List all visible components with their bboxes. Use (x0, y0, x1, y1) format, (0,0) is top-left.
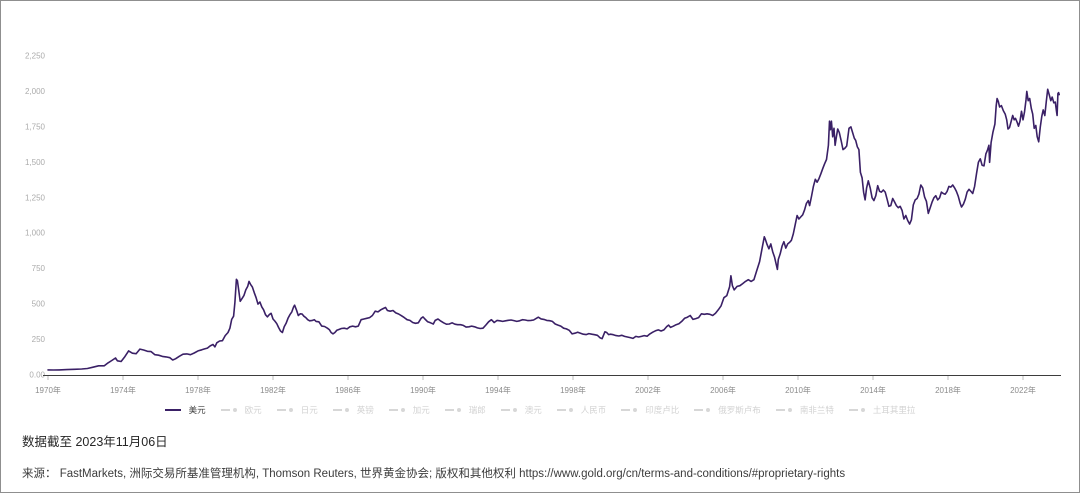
y-axis-tick-label: 1,750 (25, 122, 46, 131)
inactive-series-line-icon (621, 408, 638, 412)
x-axis-tick-label: 2018年 (935, 385, 961, 395)
inactive-series-line-icon (848, 408, 865, 412)
legend-item-label: 印度卢比 (645, 405, 680, 415)
legend-item-澳元[interactable]: 澳元 (500, 403, 542, 417)
legend-item-label: 澳元 (524, 405, 542, 415)
inactive-series-line-icon (444, 408, 461, 412)
legend-item-label: 南非兰特 (799, 405, 834, 415)
inactive-series-line-icon (775, 408, 792, 412)
x-axis-tick-label: 1998年 (560, 385, 586, 395)
y-axis-tick-label: 1,250 (25, 193, 46, 202)
x-axis-tick-label: 1990年 (410, 385, 436, 395)
legend-item-label: 加元 (412, 405, 430, 415)
x-axis-tick-label: 2022年 (1010, 385, 1036, 395)
legend-item-label: 美元 (188, 405, 206, 415)
x-axis-tick-label: 2010年 (785, 385, 811, 395)
inactive-series-line-icon (220, 408, 237, 412)
price-line-usd (47, 88, 1060, 371)
y-axis-tick-label: 1,000 (25, 229, 46, 238)
price-chart: 2,250 2,000 1,750 1,500 1,250 1,000 750 500 250 0… (25, 52, 1061, 395)
y-axis-tick-label: 0.00 (29, 371, 45, 380)
chart-legend: 美元 欧元 日元 英镑 加元 瑞郎 澳元 人民币 印度卢比 俄罗斯卢布 南非兰特 土耳其里拉 (1, 403, 1079, 417)
legend-item-日元[interactable]: 日元 (276, 403, 318, 417)
legend-item-label: 欧元 (244, 405, 262, 415)
legend-item-土耳其里拉[interactable]: 土耳其里拉 (848, 403, 916, 417)
source-attribution-text: 来源： FastMarkets, 洲际交易所基准管理机构, Thomson Re… (22, 468, 846, 480)
legend-item-印度卢比[interactable]: 印度卢比 (621, 403, 679, 417)
y-axis-tick-label: 500 (32, 300, 46, 309)
data-as-of-text: 数据截至 2023年11月06日 (22, 435, 168, 449)
y-axis-tick-label: 250 (32, 335, 46, 344)
x-axis-tick-label: 2006年 (710, 385, 736, 395)
x-axis-tick-label: 2014年 (860, 385, 886, 395)
inactive-series-line-icon (388, 408, 405, 412)
legend-item-瑞郎[interactable]: 瑞郎 (444, 403, 486, 417)
x-axis-tick-label: 1986年 (335, 385, 361, 395)
legend-item-人民币[interactable]: 人民币 (556, 403, 607, 417)
x-axis-tick-label: 1994年 (485, 385, 511, 395)
inactive-series-line-icon (694, 408, 711, 412)
legend-item-label: 瑞郎 (468, 405, 486, 415)
x-axis-tick-label: 1974年 (110, 385, 136, 395)
legend-item-俄罗斯卢布[interactable]: 俄罗斯卢布 (694, 403, 761, 417)
x-axis-tick-label: 2002年 (635, 385, 661, 395)
inactive-series-line-icon (500, 408, 517, 412)
legend-item-美元[interactable]: 美元 (164, 403, 206, 417)
legend-item-label: 土耳其里拉 (872, 405, 916, 415)
legend-item-南非兰特[interactable]: 南非兰特 (775, 403, 834, 417)
legend-item-label: 人民币 (580, 405, 607, 415)
x-axis-tick-label: 1970年 (35, 385, 61, 395)
y-axis-tick-label: 750 (32, 264, 46, 273)
legend-item-label: 俄罗斯卢布 (718, 405, 761, 415)
legend-item-欧元[interactable]: 欧元 (220, 403, 262, 417)
y-axis-tick-label: 2,250 (25, 52, 46, 61)
legend-item-label: 英镑 (356, 405, 374, 415)
inactive-series-line-icon (276, 408, 293, 412)
legend-item-加元[interactable]: 加元 (388, 403, 430, 417)
active-series-line-icon (164, 409, 181, 411)
legend-item-label: 日元 (300, 405, 318, 415)
inactive-series-line-icon (332, 408, 349, 412)
y-axis-tick-label: 2,000 (25, 87, 46, 96)
x-axis-tick-label: 1982年 (260, 385, 286, 395)
inactive-series-line-icon (556, 408, 573, 412)
legend-item-英镑[interactable]: 英镑 (332, 403, 374, 417)
y-axis-tick-label: 1,500 (25, 158, 46, 167)
x-axis-tick-label: 1978年 (185, 385, 211, 395)
